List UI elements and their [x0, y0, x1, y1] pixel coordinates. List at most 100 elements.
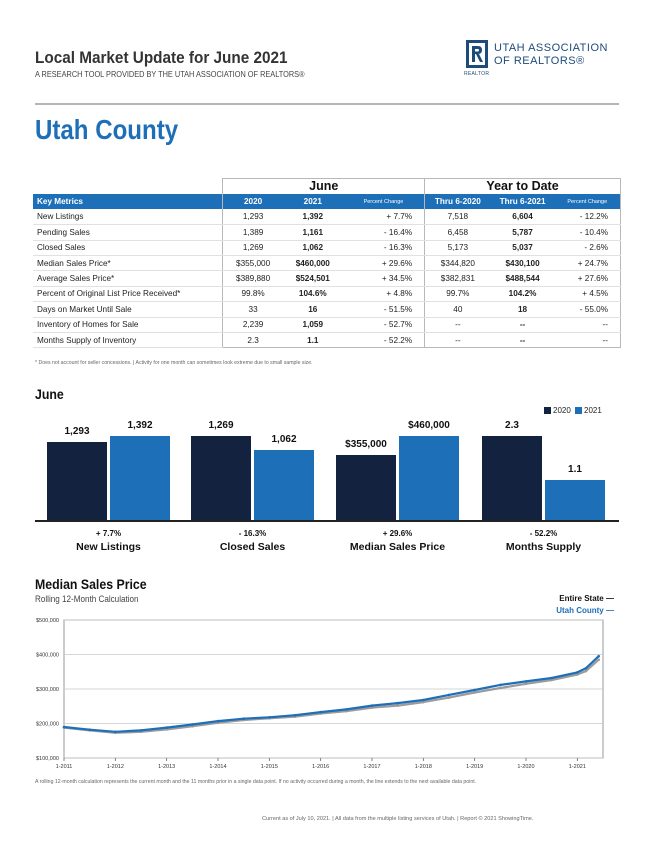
column-header-2020: 2020: [222, 193, 283, 210]
column-header-2021: 2021: [282, 193, 343, 210]
data-point: [473, 691, 477, 694]
data-point: [597, 654, 600, 658]
header-divider: [35, 103, 619, 105]
ytd-2021-value: 18: [490, 301, 555, 318]
data-point: [293, 713, 297, 717]
bar-2021: [110, 436, 170, 520]
ytd-2020-value: 7,518: [424, 209, 491, 226]
legend-label-entire-state: Entire State: [559, 594, 604, 603]
data-point: [576, 671, 579, 674]
metric-label: Median Sales Price*: [33, 255, 223, 272]
legend-item-2021: 2021: [575, 406, 602, 415]
table-row: New Listings 1,293 1,392 + 7.7% 7,518 6,604- …: [33, 209, 621, 226]
group-label: Closed Sales: [219, 541, 286, 553]
june-percent-change: + 29.6%: [342, 255, 426, 272]
bar-value-label: 2.3: [505, 420, 519, 431]
ytd-percent-change: - 55.0%: [554, 301, 621, 318]
column-header-thru-2020: Thru 6-2020: [424, 193, 491, 210]
table-row: Median Sales Price* $355,000 $460,000 + 29.…: [33, 255, 621, 272]
data-point: [191, 723, 194, 726]
bar-value-label: 1.1: [568, 464, 582, 475]
bar-2020: [191, 436, 251, 520]
metric-label: Percent of Original List Price Received*: [33, 286, 223, 303]
report-subtitle: A RESEARCH TOOL PROVIDED BY THE UTAH ASS…: [35, 70, 305, 79]
data-point: [319, 710, 323, 714]
data-point: [62, 725, 66, 729]
table-footnote: * Does not account for seller concession…: [35, 360, 313, 366]
june-2021-value: $524,501: [282, 270, 343, 287]
x-tick-label: 1-2017: [363, 764, 380, 770]
group-percent-change: + 29.6%: [382, 529, 413, 538]
column-header-thru-2021: Thru 6-2021: [490, 193, 555, 210]
june-2020-value: $389,880: [222, 270, 283, 287]
series-line-utah-county: [63, 655, 600, 733]
table-row: Inventory of Homes for Sale 2,239 1,059- 5…: [33, 317, 621, 333]
ytd-2020-value: --: [424, 317, 491, 333]
data-point: [268, 716, 271, 719]
ytd-2020-value: 40: [424, 301, 491, 318]
legend-label-utah-county: Utah County: [556, 606, 604, 615]
ytd-2021-value: 104.2%: [490, 286, 555, 303]
y-tick-label: $500,000: [36, 618, 59, 624]
bar-value-label: $460,000: [408, 420, 450, 431]
x-tick-label: 1-2019: [466, 764, 483, 770]
group-label: Median Sales Price: [349, 541, 446, 553]
june-percent-change: + 34.5%: [342, 270, 426, 287]
data-point: [524, 682, 528, 686]
column-header-june-percent-change: Percent Change: [342, 193, 426, 210]
table-row: Pending Sales 1,389 1,161- 16.4% 6,458 5,787…: [33, 224, 621, 241]
data-point: [345, 708, 348, 711]
ytd-2020-value: --: [424, 332, 491, 349]
june-2020-value: $355,000: [222, 255, 283, 272]
metric-label: New Listings: [33, 209, 223, 226]
legend-swatch-2021: [575, 407, 582, 414]
ytd-2020-value: $382,831: [424, 270, 491, 287]
bar-value-label: 1,392: [127, 420, 153, 431]
data-point: [396, 701, 400, 705]
report-title: Local Market Update for June 2021: [35, 48, 288, 67]
realtor-r-logo-icon: [466, 40, 488, 68]
data-point: [447, 696, 451, 699]
data-point: [550, 676, 553, 680]
data-point: [499, 686, 502, 690]
line-chart-title: Median Sales Price: [35, 576, 147, 592]
group-label: Months Supply: [505, 541, 582, 553]
y-tick-label: $400,000: [36, 653, 59, 659]
data-point: [499, 683, 502, 687]
data-point: [597, 658, 600, 661]
series-line-entire-state: [63, 658, 600, 734]
june-2021-value: 1,392: [282, 209, 343, 226]
bar-2021: [399, 436, 459, 520]
table-row: Closed Sales 1,269 1,062- 16.3% 5,173 5,037-…: [33, 240, 621, 256]
group-header-ytd: Year to Date: [424, 177, 621, 194]
data-point: [422, 698, 425, 702]
x-tick-label: 1-2014: [209, 764, 226, 770]
legend-label-2020: 2020: [553, 406, 571, 415]
ytd-percent-change: --: [554, 317, 621, 333]
june-2021-value: 1,161: [282, 224, 343, 241]
ytd-percent-change: - 10.4%: [554, 224, 621, 241]
y-tick-label: $100,000: [36, 756, 59, 762]
table-row: Months Supply of Inventory 2.3 1.1- 52.2% -…: [33, 332, 621, 349]
june-2020-value: 1,269: [222, 240, 283, 256]
june-2020-value: 33: [222, 301, 283, 318]
bar-2021: [545, 480, 605, 520]
ytd-percent-change: + 27.6%: [554, 270, 621, 287]
ytd-percent-change: + 4.5%: [554, 286, 621, 303]
ytd-2020-value: 99.7%: [424, 286, 491, 303]
data-point: [370, 704, 374, 707]
logo-realtor-badge: REALTOR: [464, 71, 490, 77]
legend-utah-county: Utah County —: [556, 606, 614, 615]
metric-label: Average Sales Price*: [33, 270, 223, 287]
legend-label-2021: 2021: [584, 406, 602, 415]
june-2020-value: 1,389: [222, 224, 283, 241]
data-point: [524, 680, 528, 683]
data-point: [216, 719, 220, 723]
y-tick-label: $200,000: [36, 722, 59, 728]
ytd-percent-change: - 2.6%: [554, 240, 621, 256]
bar-2021: [254, 450, 314, 520]
x-tick-label: 1-2016: [312, 764, 329, 770]
june-percent-change: + 4.8%: [342, 286, 426, 303]
june-2021-value: 1.1: [282, 332, 343, 349]
data-point: [422, 700, 425, 704]
